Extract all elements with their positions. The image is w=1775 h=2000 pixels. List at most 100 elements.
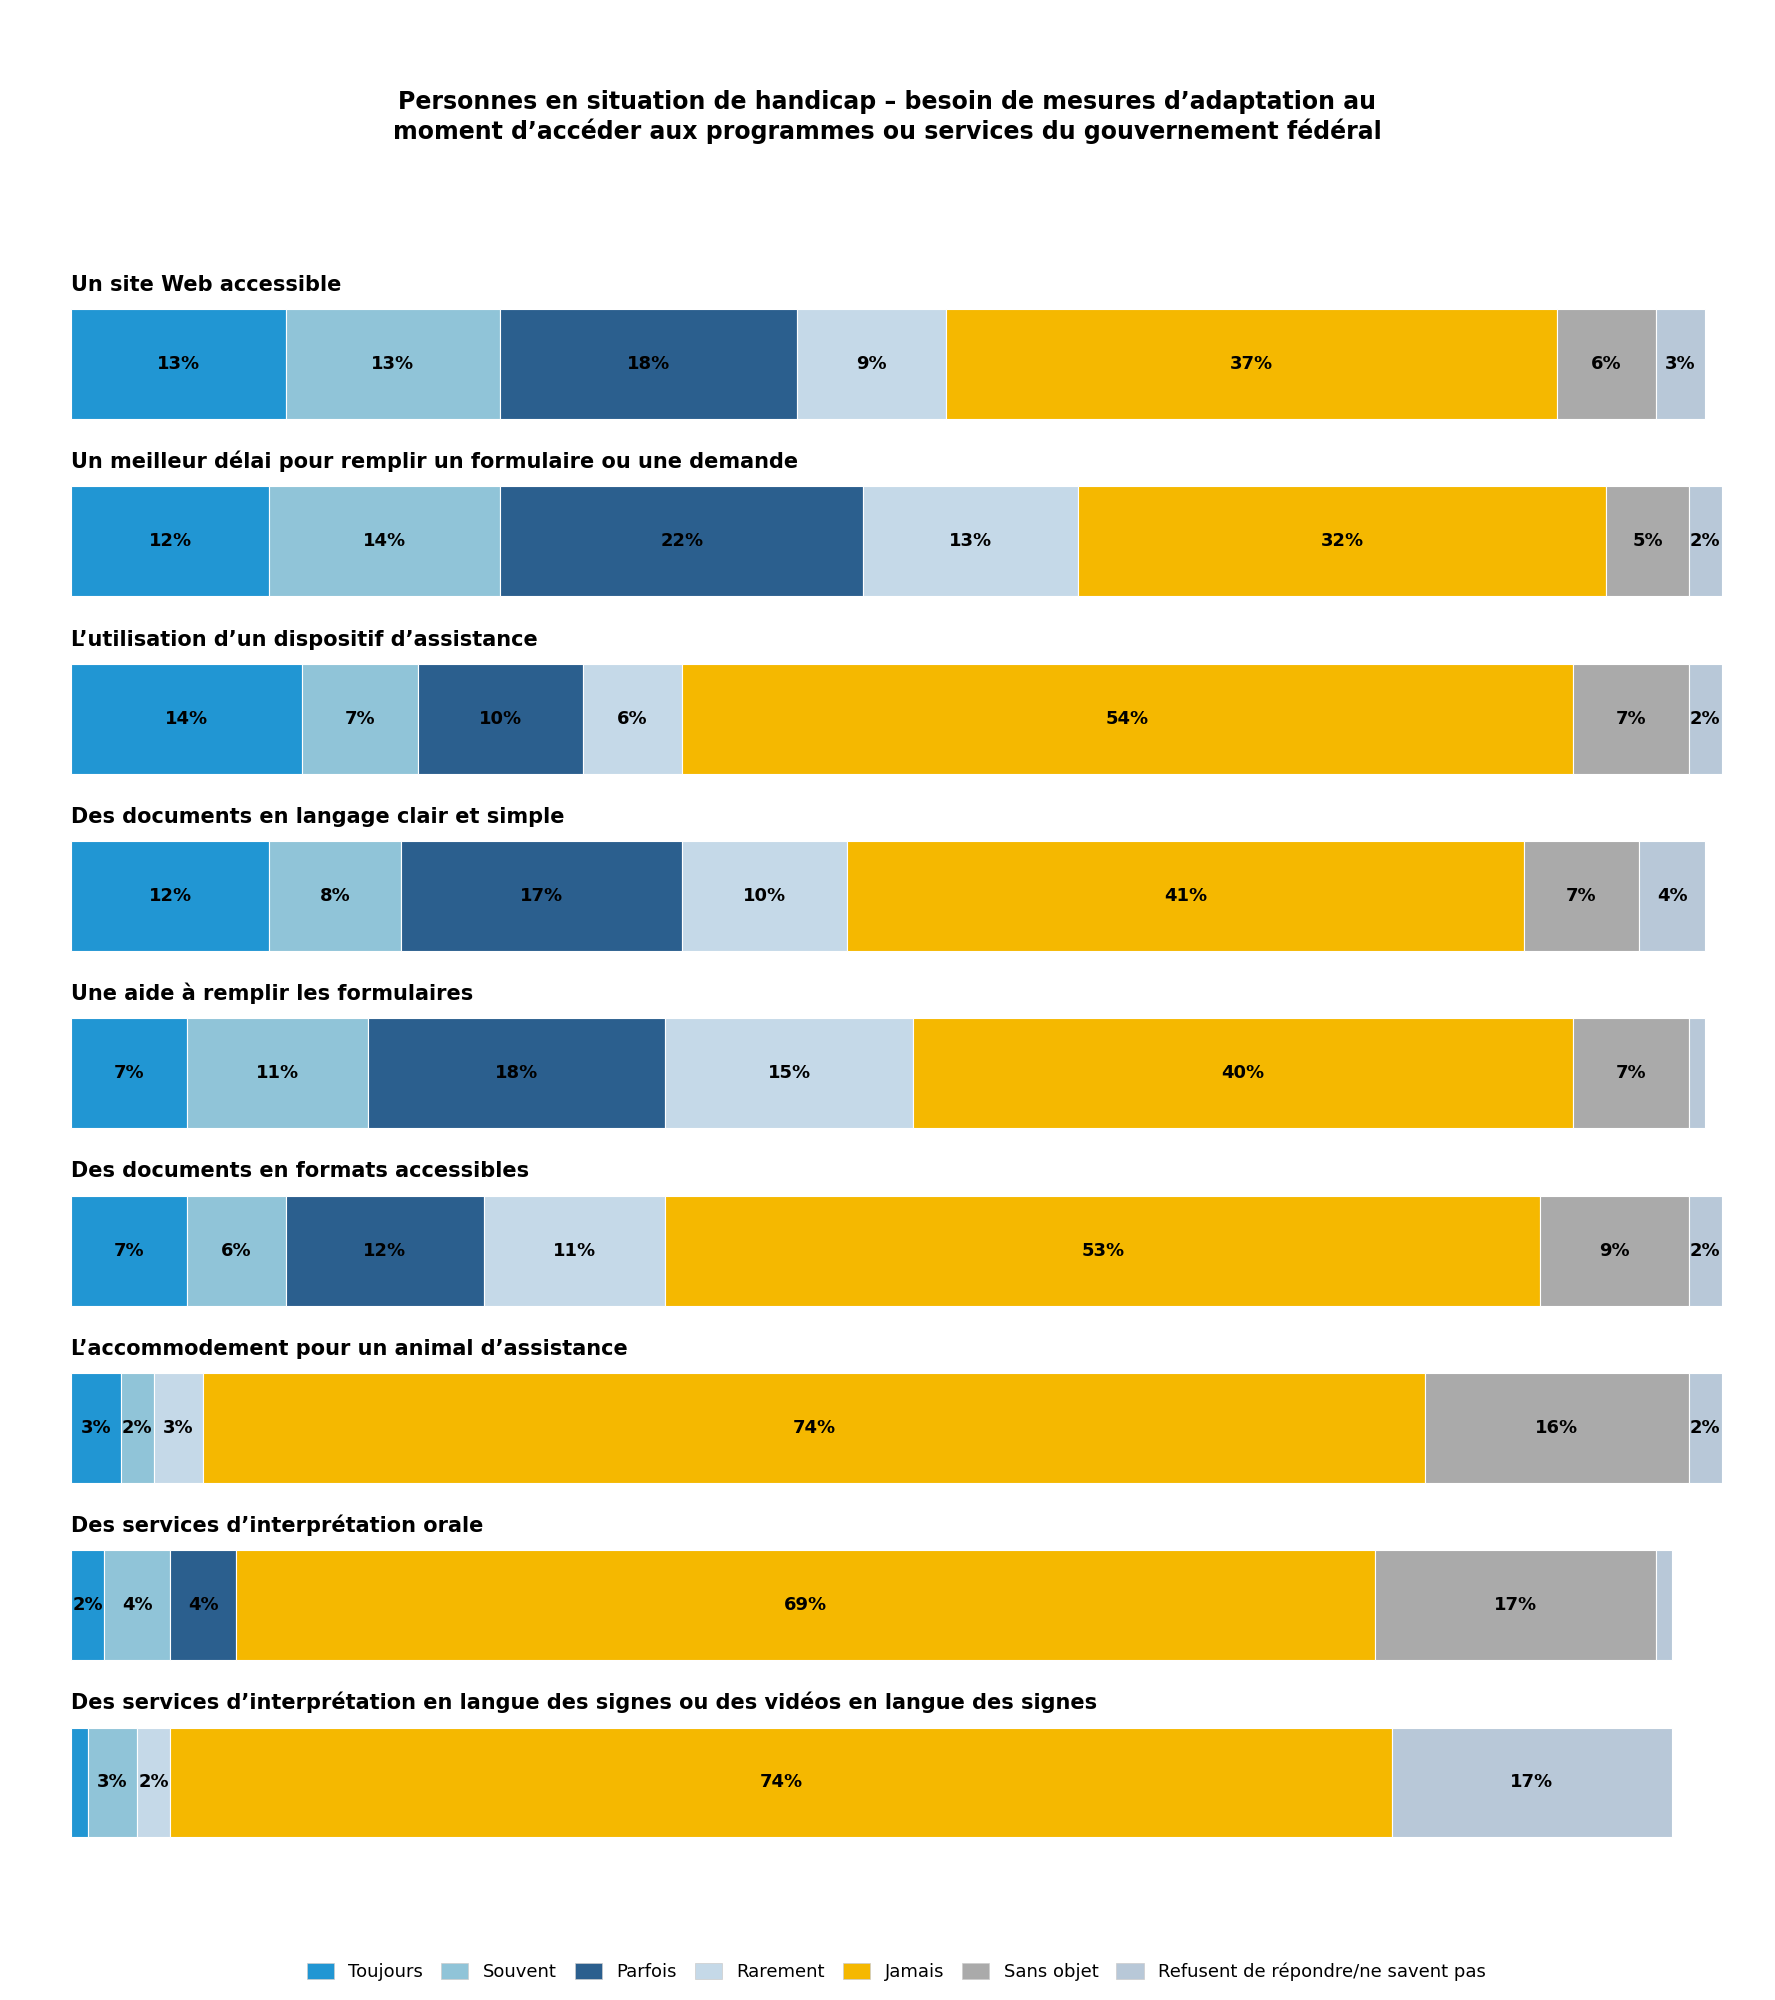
Bar: [71, 664, 302, 774]
Bar: [71, 1728, 87, 1838]
Bar: [186, 1018, 367, 1128]
Bar: [71, 1372, 121, 1482]
Text: L’accommodement pour un animal d’assistance: L’accommodement pour un animal d’assista…: [71, 1338, 628, 1358]
Text: 6%: 6%: [618, 710, 648, 728]
Bar: [71, 310, 286, 420]
Bar: [1688, 1018, 1706, 1128]
Text: 6%: 6%: [220, 1242, 252, 1260]
Bar: [946, 310, 1557, 420]
Text: 10%: 10%: [742, 888, 786, 904]
Bar: [401, 842, 682, 950]
Bar: [202, 1372, 1425, 1482]
Text: Des documents en formats accessibles: Des documents en formats accessibles: [71, 1162, 529, 1182]
Text: 16%: 16%: [1535, 1418, 1578, 1436]
Text: 32%: 32%: [1321, 532, 1363, 550]
Bar: [154, 1372, 202, 1482]
Text: 7%: 7%: [1615, 710, 1645, 728]
Bar: [170, 1550, 236, 1660]
Bar: [71, 842, 270, 950]
Text: 15%: 15%: [767, 1064, 811, 1082]
Text: 14%: 14%: [364, 532, 406, 550]
Bar: [121, 1372, 154, 1482]
Bar: [71, 486, 270, 596]
Text: Des services d’interprétation en langue des signes ou des vidéos en langue des s: Des services d’interprétation en langue …: [71, 1692, 1097, 1714]
Text: 3%: 3%: [163, 1418, 193, 1436]
Bar: [270, 486, 501, 596]
Text: 14%: 14%: [165, 710, 208, 728]
Bar: [1640, 842, 1706, 950]
Bar: [71, 1550, 105, 1660]
Text: 17%: 17%: [1495, 1596, 1537, 1614]
Bar: [501, 486, 863, 596]
Text: 22%: 22%: [660, 532, 703, 550]
Text: 18%: 18%: [627, 356, 671, 374]
Bar: [1392, 1728, 1672, 1838]
Text: 13%: 13%: [156, 356, 201, 374]
Bar: [1523, 842, 1640, 950]
Bar: [847, 842, 1523, 950]
Text: 3%: 3%: [1665, 356, 1695, 374]
Bar: [170, 1728, 1392, 1838]
Bar: [863, 486, 1077, 596]
Text: 17%: 17%: [520, 888, 563, 904]
Text: 18%: 18%: [495, 1064, 538, 1082]
Text: 5%: 5%: [1633, 532, 1663, 550]
Text: 7%: 7%: [114, 1242, 144, 1260]
Bar: [682, 664, 1573, 774]
Text: Personnes en situation de handicap – besoin de mesures d’adaptation au
moment d’: Personnes en situation de handicap – bes…: [392, 90, 1383, 144]
Bar: [1656, 1550, 1672, 1660]
Text: 2%: 2%: [138, 1774, 169, 1792]
Bar: [501, 310, 797, 420]
Text: 11%: 11%: [554, 1242, 596, 1260]
Text: 9%: 9%: [1599, 1242, 1629, 1260]
Text: 4%: 4%: [1656, 888, 1688, 904]
Bar: [1425, 1372, 1688, 1482]
Bar: [1606, 486, 1688, 596]
Text: 13%: 13%: [950, 532, 992, 550]
Bar: [1573, 1018, 1688, 1128]
Text: Des services d’interprétation orale: Des services d’interprétation orale: [71, 1514, 483, 1536]
Bar: [682, 842, 847, 950]
Text: 7%: 7%: [1615, 1064, 1645, 1082]
Bar: [417, 664, 582, 774]
Bar: [1573, 664, 1688, 774]
Text: 13%: 13%: [371, 356, 414, 374]
Bar: [286, 1196, 485, 1306]
Text: 69%: 69%: [785, 1596, 827, 1614]
Bar: [71, 1018, 186, 1128]
Text: 37%: 37%: [1230, 356, 1273, 374]
Bar: [582, 664, 682, 774]
Bar: [286, 310, 501, 420]
Bar: [186, 1196, 286, 1306]
Legend: Toujours, Souvent, Parfois, Rarement, Jamais, Sans objet, Refusent de répondre/n: Toujours, Souvent, Parfois, Rarement, Ja…: [307, 1962, 1486, 1982]
Text: 74%: 74%: [760, 1774, 802, 1792]
Bar: [367, 1018, 666, 1128]
Bar: [1688, 1372, 1722, 1482]
Bar: [912, 1018, 1573, 1128]
Bar: [485, 1196, 666, 1306]
Bar: [1541, 1196, 1688, 1306]
Bar: [1688, 664, 1722, 774]
Bar: [302, 664, 417, 774]
Text: Une aide à remplir les formulaires: Une aide à remplir les formulaires: [71, 982, 474, 1004]
Bar: [666, 1018, 912, 1128]
Bar: [105, 1550, 170, 1660]
Bar: [236, 1550, 1376, 1660]
Text: 7%: 7%: [344, 710, 375, 728]
Bar: [1557, 310, 1656, 420]
Text: 54%: 54%: [1106, 710, 1148, 728]
Bar: [797, 310, 946, 420]
Text: 7%: 7%: [114, 1064, 144, 1082]
Text: L’utilisation d’un dispositif d’assistance: L’utilisation d’un dispositif d’assistan…: [71, 630, 538, 650]
Text: 2%: 2%: [1690, 532, 1720, 550]
Text: 2%: 2%: [1690, 1418, 1720, 1436]
Text: 2%: 2%: [122, 1418, 153, 1436]
Bar: [137, 1728, 170, 1838]
Text: 12%: 12%: [149, 532, 192, 550]
Bar: [270, 842, 401, 950]
Bar: [1376, 1550, 1656, 1660]
Bar: [666, 1196, 1541, 1306]
Bar: [1688, 1196, 1722, 1306]
Text: 3%: 3%: [80, 1418, 112, 1436]
Text: 53%: 53%: [1081, 1242, 1124, 1260]
